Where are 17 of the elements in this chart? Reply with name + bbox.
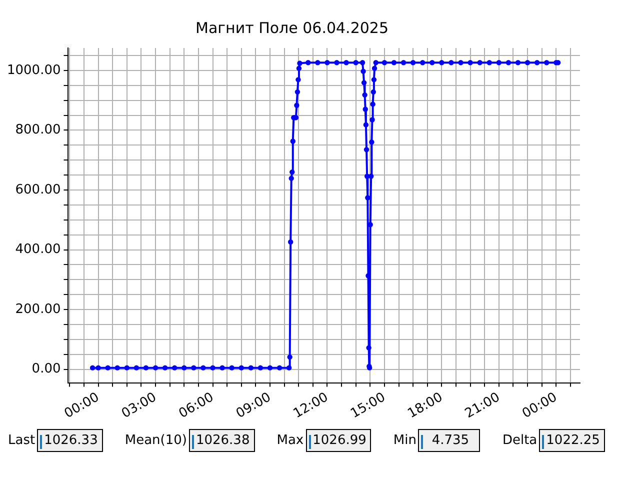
text: Mean(10) [124,433,187,448]
y-tick-label: 400.00 [15,242,61,258]
text: 4.735 [432,433,470,448]
text: 1026.33 [44,433,98,448]
text: 1026.99 [312,433,366,448]
text: 1026.38 [196,433,250,448]
y-tick-label: 600.00 [15,182,61,198]
chart-title: Магнит Поле 06.04.2025 [195,18,389,37]
y-tick-label: 1000.00 [6,62,61,78]
text: Last [8,433,36,448]
y-tick-label: 800.00 [15,122,61,138]
text: Max [276,433,304,448]
text: Delta [502,433,538,448]
text: 1022.25 [546,433,600,448]
y-tick-label: 200.00 [15,302,61,317]
text: Min [393,433,416,448]
y-tick-label: 0.00 [32,362,61,377]
